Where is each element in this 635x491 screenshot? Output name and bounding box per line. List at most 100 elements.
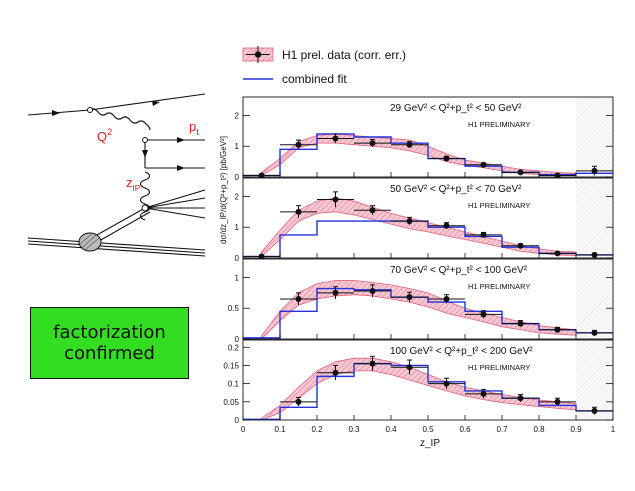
y-axis-label: dσ/dz_IP/d(Q²+p_t²) [pb/GeV²] [219,136,228,244]
proton-blob [78,232,102,252]
data-point [295,141,302,148]
x-tick-label: 0.1 [274,425,286,434]
panel-frame [242,258,614,340]
y-tick-label: 2 [235,192,240,201]
data-point [332,289,339,296]
panel-range-label: 29 GeV² < Q²+p_t² < 50 GeV² [390,103,522,114]
data-point [406,218,413,225]
y-tick-label: 1 [235,223,240,232]
proton-line-1 [27,237,206,251]
blob-hatch [81,234,97,249]
data-point [554,398,561,405]
vertex-dot [142,137,148,143]
box-line-2: confirmed [64,343,155,364]
arrow-icon [52,110,60,116]
data-point [480,390,487,397]
arrow-icon [142,150,148,158]
data-point [517,169,524,176]
x-tick-label: 0.8 [533,425,545,434]
gluon-coil [139,171,151,221]
outgoing-electron-line [89,93,206,111]
zip-label: zIP [126,175,140,193]
data-point [480,161,487,168]
legend-band-swatch [242,47,274,62]
y-tick-label: 0 [235,173,240,182]
y-tick-label: 1 [235,142,240,151]
panel-frame [242,339,614,421]
legend-marker [254,51,262,58]
fit-histogram [243,133,613,177]
y-tick-label: 1 [235,273,240,282]
x-tick-label: 0.6 [459,425,471,434]
proton-line-3 [27,243,206,257]
proton-line-2 [27,240,206,254]
x-tick-label: 0.9 [570,425,582,434]
data-point [406,141,413,148]
y-tick-label: 0.1 [228,380,240,389]
data-point [480,231,487,238]
preliminary-label: H1 PRELIMINARY [468,201,530,210]
excluded-region [576,97,613,177]
x-tick-label: 0.3 [348,425,360,434]
box-line-1: factorization [53,322,166,343]
factorization-confirmed-box: factorization confirmed [30,307,189,379]
panel-1: 0 1 2 29 GeV² < Q²+p_t² < 50 GeV² H1 PRELIMI… [235,96,614,182]
fit-histogram [243,362,613,420]
data-point [332,369,339,376]
feynman-diagram: Q2 pt zIP [27,93,206,257]
x-tick-label: 0.5 [422,425,434,434]
y-tick-label: 0.2 [228,343,240,352]
panel-2: 0 1 2 50 GeV² < Q²+p_t² < 70 GeV² H1 PRELIMI… [235,177,614,263]
data-point [369,207,376,214]
data-point [591,251,598,258]
y-tick-label: 0 [235,335,240,344]
data-point [554,326,561,333]
data-point [443,296,450,302]
remnant-line-4 [144,207,206,219]
error-band [261,133,577,177]
pomeron-line-1 [87,207,146,241]
legend-fit-label: combined fit [282,72,347,86]
legend: H1 prel. data (corr. err.) combined fit [242,46,406,86]
panel-frame [242,177,614,259]
y-tick-label: 0.15 [223,361,239,370]
data-point [258,172,265,179]
preliminary-label: H1 PRELIMINARY [468,120,530,129]
panel-range-label: 100 GeV² < Q²+p_t² < 200 GeV² [390,346,533,357]
panel-3: 0 0.5 1 70 GeV² < Q²+p_t² < 100 GeV² H1 PREL… [228,258,614,344]
data-point [554,250,561,257]
excluded-region [576,178,613,258]
fit-histogram [243,287,613,339]
data-point [369,140,376,147]
remnant-line-2 [144,197,206,209]
y-tick-label: 0.05 [223,398,239,407]
data-point [480,311,487,318]
data-point [332,135,339,142]
fit-histogram [243,220,613,258]
data-point [295,208,302,215]
pomeron-line-2 [91,211,151,246]
data-point [591,167,598,174]
error-band [261,357,577,421]
data-point [517,242,524,249]
y-tick-label: 2 [235,111,240,120]
x-tick-label: 1 [611,425,616,434]
x-tick-label: 0.2 [311,425,323,434]
data-point [591,407,598,414]
arrow-icon [177,165,185,171]
data-point [332,196,339,203]
arrow-icon [152,101,160,106]
y-tick-label: 0.5 [228,304,240,313]
preliminary-label: H1 PRELIMINARY [468,363,530,372]
vertex-dot [87,107,93,113]
data-point [517,395,524,402]
blob-hatch [79,232,94,245]
data-point [295,398,302,405]
data-point [443,155,450,162]
data-point [406,294,413,301]
remnant-line-1 [144,189,206,209]
x-tick-label: 0.4 [385,425,397,434]
q2-label: Q2 [97,127,112,144]
legend-data-label: H1 prel. data (corr. err.) [282,48,406,62]
data-point [258,253,265,260]
